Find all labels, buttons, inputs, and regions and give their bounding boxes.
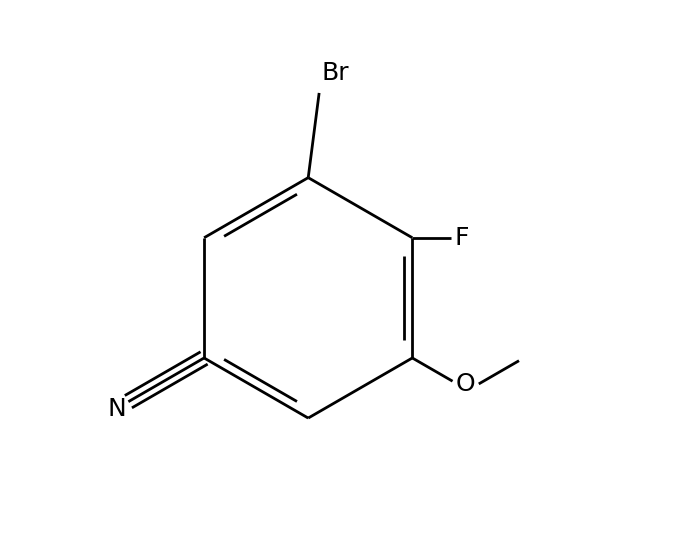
Text: F: F [455,226,469,250]
Text: N: N [107,396,126,421]
Text: O: O [456,372,475,396]
Text: Br: Br [322,61,349,85]
